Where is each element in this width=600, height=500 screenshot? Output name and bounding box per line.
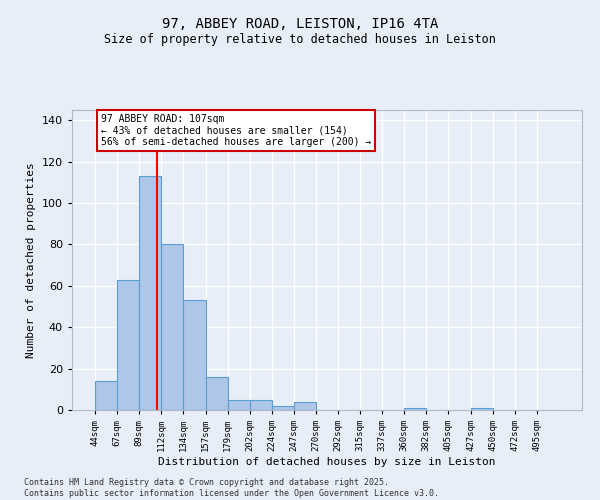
Text: 97 ABBEY ROAD: 107sqm
← 43% of detached houses are smaller (154)
56% of semi-det: 97 ABBEY ROAD: 107sqm ← 43% of detached … [101,114,371,148]
Text: 97, ABBEY ROAD, LEISTON, IP16 4TA: 97, ABBEY ROAD, LEISTON, IP16 4TA [162,18,438,32]
Bar [404,408,427,410]
Bar [272,406,294,410]
Bar [250,400,272,410]
Bar [95,381,117,410]
Bar [206,377,227,410]
Bar [184,300,206,410]
Bar [117,280,139,410]
Bar [294,402,316,410]
X-axis label: Distribution of detached houses by size in Leiston: Distribution of detached houses by size … [158,457,496,467]
Bar [161,244,184,410]
Bar [139,176,161,410]
Y-axis label: Number of detached properties: Number of detached properties [26,162,36,358]
Text: Contains HM Land Registry data © Crown copyright and database right 2025.
Contai: Contains HM Land Registry data © Crown c… [24,478,439,498]
Bar [227,400,250,410]
Text: Size of property relative to detached houses in Leiston: Size of property relative to detached ho… [104,32,496,46]
Bar [470,408,493,410]
